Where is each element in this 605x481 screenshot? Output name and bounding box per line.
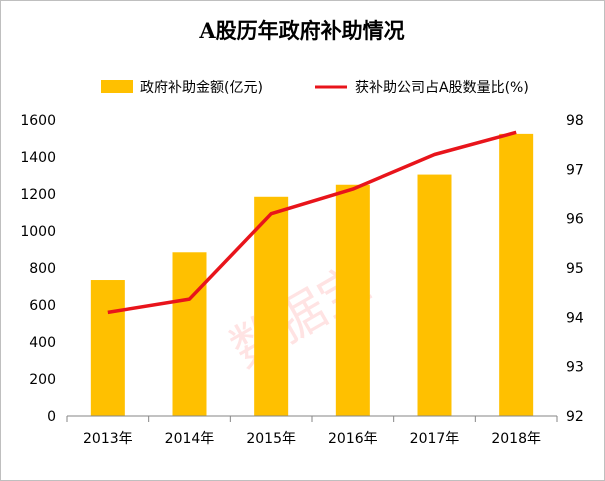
left-tick-label: 1400 bbox=[20, 150, 56, 166]
x-tick-label: 2016年 bbox=[328, 431, 378, 447]
right-tick-label: 94 bbox=[566, 310, 584, 326]
bar bbox=[335, 184, 370, 416]
left-tick-label: 1600 bbox=[20, 113, 56, 129]
legend-swatch-bar bbox=[101, 80, 133, 93]
x-tick-label: 2013年 bbox=[83, 431, 133, 447]
left-axis-ticks: 0 200 400 600 800 1000 1200 1400 1600 bbox=[20, 113, 56, 425]
legend-label-bar: 政府补助金额(亿元) bbox=[140, 80, 263, 96]
right-tick-label: 96 bbox=[566, 212, 584, 228]
chart-title: A股历年政府补助情况 bbox=[198, 18, 404, 43]
bar bbox=[254, 196, 289, 416]
left-tick-label: 400 bbox=[29, 335, 56, 351]
x-tick-label: 2015年 bbox=[246, 431, 296, 447]
x-axis-labels: 2013年 2014年 2015年 2016年 2017年 2018年 bbox=[83, 431, 541, 447]
legend: 政府补助金额(亿元) 获补助公司占A股数量比(%) bbox=[101, 80, 529, 96]
line-series bbox=[107, 130, 517, 315]
bar bbox=[499, 133, 534, 416]
right-tick-label: 98 bbox=[566, 113, 584, 129]
bar bbox=[417, 174, 452, 416]
x-tick-label: 2018年 bbox=[491, 431, 541, 447]
left-tick-label: 1200 bbox=[20, 187, 56, 203]
left-tick-label: 600 bbox=[29, 298, 56, 314]
left-tick-label: 0 bbox=[47, 409, 56, 425]
right-tick-label: 97 bbox=[566, 162, 584, 178]
bar bbox=[172, 252, 207, 416]
left-tick-label: 800 bbox=[29, 261, 56, 277]
left-tick-label: 1000 bbox=[20, 224, 56, 240]
right-tick-label: 93 bbox=[566, 360, 584, 376]
bar bbox=[90, 280, 125, 416]
x-tick-label: 2017年 bbox=[410, 431, 460, 447]
x-axis-ticks bbox=[66, 416, 558, 422]
x-tick-label: 2014年 bbox=[165, 431, 215, 447]
right-tick-label: 95 bbox=[566, 261, 584, 277]
legend-label-line: 获补助公司占A股数量比(%) bbox=[355, 80, 529, 96]
right-tick-label: 92 bbox=[566, 409, 584, 425]
left-tick-label: 200 bbox=[29, 372, 56, 388]
bar-series bbox=[90, 133, 534, 416]
right-axis-ticks: 92 93 94 95 96 97 98 bbox=[566, 113, 584, 425]
